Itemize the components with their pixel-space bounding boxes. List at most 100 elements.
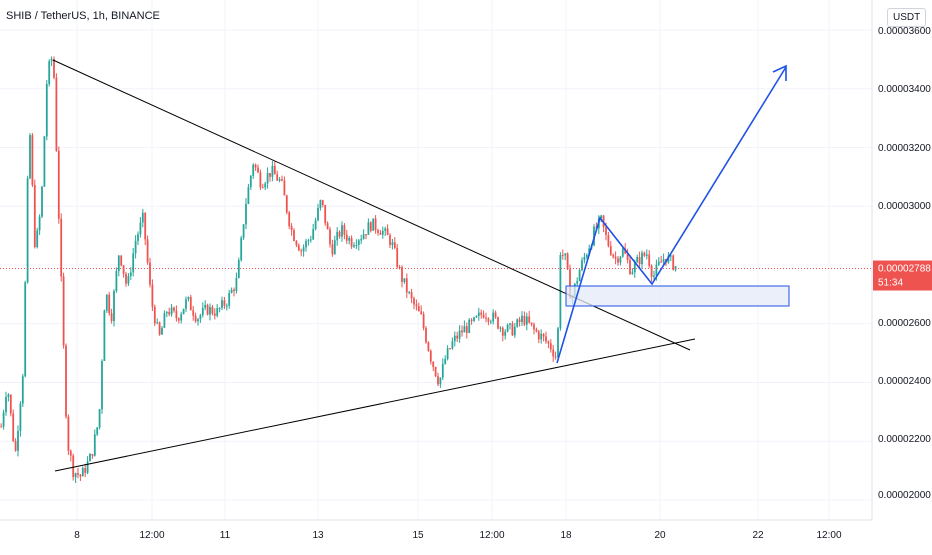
y-tick-label: 0.00003600	[878, 26, 931, 37]
candles	[0, 56, 677, 483]
candle-body	[453, 335, 456, 342]
x-tick-label: 18	[560, 530, 572, 541]
candle-body	[297, 245, 300, 251]
candle-body	[441, 363, 444, 378]
candle-body	[427, 342, 430, 351]
candle-body	[384, 228, 387, 231]
candle-body	[650, 265, 653, 277]
candle-body	[228, 292, 231, 306]
candle-body	[537, 331, 540, 340]
candle-body	[125, 273, 127, 284]
candle-body	[158, 322, 161, 335]
candle-body	[240, 237, 243, 261]
candle-body	[216, 308, 219, 316]
candle-body	[242, 224, 245, 238]
candle-body	[669, 255, 672, 257]
candle-body	[468, 319, 471, 333]
candle-body	[401, 267, 403, 282]
x-tick-label: 22	[752, 530, 764, 541]
candle-body	[405, 278, 408, 293]
candle-body	[189, 297, 192, 311]
candle-body	[499, 327, 502, 329]
candle-body	[612, 254, 615, 257]
candle-body	[237, 260, 240, 278]
candle-body	[0, 426, 3, 428]
candle-body	[74, 473, 77, 478]
candle-body	[585, 254, 588, 257]
candle-body	[446, 348, 449, 359]
x-tick-label: 20	[654, 530, 666, 541]
candle-body	[221, 300, 223, 309]
drawings	[0, 59, 872, 472]
candle-body	[463, 326, 466, 333]
candle-body	[41, 186, 43, 217]
candle-body	[338, 231, 341, 237]
candle-body	[674, 266, 677, 270]
candle-body	[17, 431, 19, 451]
candle-body	[655, 264, 658, 276]
candle-body	[293, 230, 295, 241]
candle-body	[422, 314, 425, 329]
candle-body	[410, 292, 413, 299]
candle-body	[458, 330, 461, 339]
candle-body	[367, 222, 370, 235]
candle-body	[223, 300, 226, 306]
y-tick-label: 0.00002000	[878, 490, 931, 501]
candle-body	[564, 253, 567, 256]
candle-body	[641, 252, 643, 265]
candle-body	[365, 234, 367, 236]
candle-body	[113, 291, 115, 321]
candle-body	[53, 59, 55, 78]
candle-body	[245, 203, 247, 225]
candle-body	[609, 246, 612, 255]
candle-body	[26, 178, 29, 283]
candle-body	[144, 212, 147, 240]
candle-body	[194, 315, 197, 322]
candle-body	[307, 240, 310, 242]
candle-body	[437, 376, 439, 385]
currency-button[interactable]: USDT	[887, 8, 927, 27]
candle-body	[192, 310, 195, 316]
candle-body	[161, 327, 163, 335]
candle-body	[372, 218, 375, 231]
candle-body	[259, 172, 262, 188]
candle-body	[24, 282, 27, 377]
candle-body	[581, 260, 583, 271]
candle-body	[343, 225, 346, 235]
candle-body	[638, 257, 641, 265]
candle-body	[168, 311, 171, 315]
candle-body	[101, 360, 103, 410]
candle-body	[38, 216, 41, 231]
candle-body	[305, 240, 307, 248]
candle-body	[266, 172, 269, 184]
candle-body	[309, 239, 312, 241]
candle-body	[535, 329, 538, 332]
candle-body	[170, 307, 173, 315]
candle-body	[91, 454, 94, 456]
candle-body	[561, 254, 564, 256]
candle-body	[559, 254, 562, 329]
candle-body	[605, 226, 607, 236]
candle-body	[257, 167, 259, 173]
candle-body	[187, 297, 190, 300]
y-tick-label: 0.00002200	[878, 434, 931, 445]
candle-body	[576, 280, 579, 284]
candle-body	[235, 277, 238, 292]
candle-body	[197, 319, 199, 322]
candle-body	[583, 256, 586, 261]
candle-body	[321, 200, 324, 205]
candle-body	[602, 215, 605, 227]
demand-zone	[565, 285, 790, 307]
grid-lines	[0, 0, 872, 520]
candle-body	[379, 232, 382, 235]
candle-body	[5, 396, 7, 413]
candle-body	[153, 306, 156, 324]
candle-body	[667, 255, 670, 263]
candle-body	[511, 323, 514, 336]
y-tick-label: 0.00002600	[878, 318, 931, 329]
candle-body	[7, 394, 10, 397]
candle-body	[449, 348, 451, 350]
candle-body	[662, 259, 665, 262]
